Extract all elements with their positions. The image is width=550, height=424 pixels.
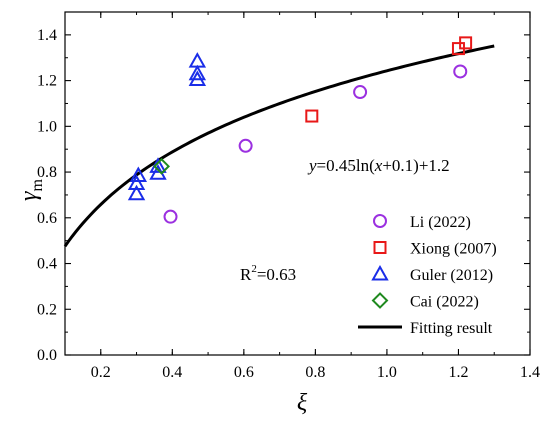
data-point-triangle (127, 174, 146, 190)
data-point-circle (353, 85, 368, 100)
y-tick-label: 1.2 (37, 73, 57, 90)
x-tick-label: 0.4 (162, 364, 182, 381)
legend-marker-diamond (371, 292, 389, 309)
legend-label: Li (2022) (410, 214, 471, 231)
r-squared-label: R2=0.63 (240, 263, 296, 284)
y-tick-label: 0.0 (37, 347, 57, 364)
plot-frame (64, 11, 531, 356)
data-point-circle (163, 209, 178, 224)
legend-marker-circle (373, 214, 387, 228)
y-axis-title: γm (16, 178, 46, 200)
legend-marker-triangle (371, 264, 389, 281)
data-point-triangle (188, 52, 207, 68)
legend-label: Xiong (2007) (410, 241, 497, 258)
y-tick-label: 0.6 (37, 210, 57, 227)
data-point-triangle (129, 166, 148, 182)
x-tick-label: 0.2 (91, 364, 111, 381)
data-point-triangle (188, 64, 207, 81)
y-tick-label: 1.0 (37, 118, 57, 135)
y-tick-label: 1.4 (37, 27, 57, 44)
x-axis-title: ξ (297, 390, 308, 416)
x-tick-label: 0.6 (234, 364, 254, 381)
data-point-circle (238, 138, 253, 153)
plot-area-border (64, 11, 531, 356)
legend-marker-square (373, 241, 387, 254)
y-axis-subscript: m (29, 178, 46, 191)
data-point-circle (453, 64, 468, 79)
legend-label: Guler (2012) (410, 267, 493, 284)
data-point-triangle (127, 184, 146, 201)
markers (127, 36, 473, 224)
data-point-square (459, 36, 473, 50)
data-point-square (305, 109, 319, 123)
fit-equation: y=0.45ln(x+0.1)+1.2 (307, 156, 450, 175)
data-point-diamond (153, 157, 170, 175)
y-tick-label: 0.4 (37, 256, 57, 273)
y-tick-label: 0.2 (37, 301, 57, 318)
x-tick-label: 0.8 (305, 364, 325, 381)
x-tick-label: 1.2 (448, 364, 468, 381)
x-tick-label: 1.0 (377, 364, 397, 381)
y-tick-label: 0.8 (37, 164, 57, 181)
legend-label: Fitting result (410, 320, 493, 337)
legend: Li (2022) Xiong (2007) Guler (2012) Cai (20… (358, 214, 497, 337)
legend-label: Cai (2022) (410, 294, 479, 311)
x-tick-label: 1.4 (520, 364, 540, 381)
ticks: 0.2 0.4 0.6 0.8 1.0 1.2 1.4 0.0 0.2 0.4 0.6 0.8 1.0 1… (37, 11, 540, 381)
